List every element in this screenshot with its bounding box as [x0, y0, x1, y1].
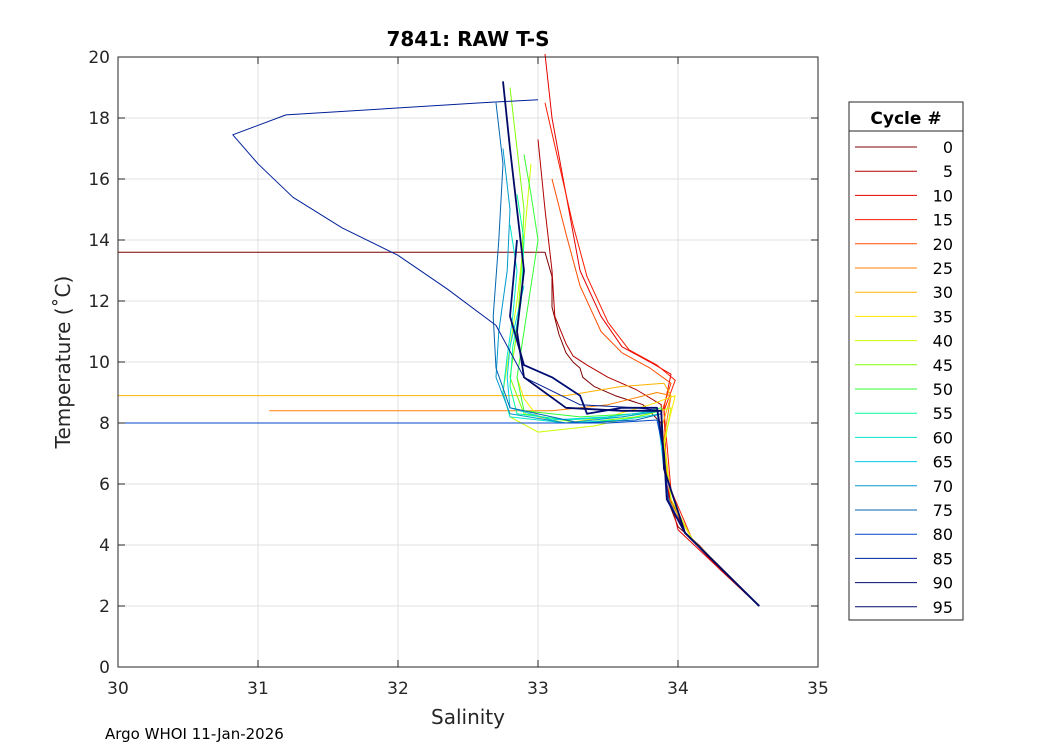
y-tick-label: 18 — [88, 109, 110, 129]
axis-ticks: 30 31 32 33 34 35 0 2 4 6 8 10 12 14 16 18 20 — [88, 48, 828, 699]
legend-label-cycle-75: 75 — [933, 501, 953, 520]
y-tick-label: 0 — [99, 658, 110, 678]
legend-label-cycle-5: 5 — [943, 162, 953, 181]
x-tick-label: 31 — [247, 679, 269, 699]
legend-label-cycle-50: 50 — [933, 380, 953, 399]
legend-label-cycle-60: 60 — [933, 428, 953, 447]
series-line-cycle-0 — [118, 251, 760, 607]
y-axis-label: Temperature (˚C) — [51, 276, 75, 450]
series-line-cycle-40 — [502, 163, 760, 607]
legend-label-cycle-15: 15 — [933, 211, 953, 230]
y-tick-label: 2 — [99, 597, 110, 617]
series-line-cycle-5 — [537, 139, 760, 607]
legend-label-cycle-10: 10 — [933, 186, 953, 205]
legend-label-cycle-35: 35 — [933, 307, 953, 326]
x-axis-label: Salinity — [431, 705, 505, 729]
x-tick-label: 32 — [387, 679, 409, 699]
x-tick-label: 33 — [527, 679, 549, 699]
y-tick-label: 6 — [99, 475, 110, 495]
legend-label-cycle-90: 90 — [933, 574, 953, 593]
legend-label-cycle-25: 25 — [933, 259, 953, 278]
footer-credit: Argo WHOI 11-Jan-2026 — [105, 725, 284, 743]
series-line-cycle-30 — [118, 382, 760, 607]
legend-label-cycle-95: 95 — [933, 598, 953, 617]
y-tick-label: 8 — [99, 414, 110, 434]
y-tick-label: 10 — [88, 353, 110, 373]
y-tick-label: 20 — [88, 48, 110, 68]
legend-label-cycle-20: 20 — [933, 235, 953, 254]
legend-label-cycle-55: 55 — [933, 404, 953, 423]
y-tick-label: 12 — [88, 292, 110, 312]
legend-label-cycle-30: 30 — [933, 283, 953, 302]
legend-box — [848, 101, 964, 621]
chart-title: 7841: RAW T-S — [386, 27, 549, 51]
legend-label-cycle-70: 70 — [933, 477, 953, 496]
legend-label-cycle-45: 45 — [933, 356, 953, 375]
legend: Cycle # 0 5 10 15 20 25 30 35 40 45 50 55 60 65 70 75 80… — [848, 101, 964, 621]
legend-items: 0 5 10 15 20 25 30 35 40 45 50 55 60 65 70 75 80 85 90 95 — [855, 138, 953, 617]
legend-title: Cycle # — [870, 109, 941, 129]
y-tick-label: 14 — [88, 231, 110, 251]
legend-label-cycle-65: 65 — [933, 453, 953, 472]
x-tick-label: 30 — [107, 679, 129, 699]
legend-label-cycle-40: 40 — [933, 332, 953, 351]
legend-label-cycle-0: 0 — [943, 138, 953, 157]
legend-label-cycle-80: 80 — [933, 525, 953, 544]
x-tick-label: 35 — [807, 679, 829, 699]
x-tick-label: 34 — [667, 679, 689, 699]
series-layer — [118, 53, 760, 607]
y-tick-label: 16 — [88, 170, 110, 190]
series-line-cycle-95 — [502, 81, 760, 607]
legend-label-cycle-85: 85 — [933, 549, 953, 568]
y-tick-label: 4 — [99, 536, 110, 556]
